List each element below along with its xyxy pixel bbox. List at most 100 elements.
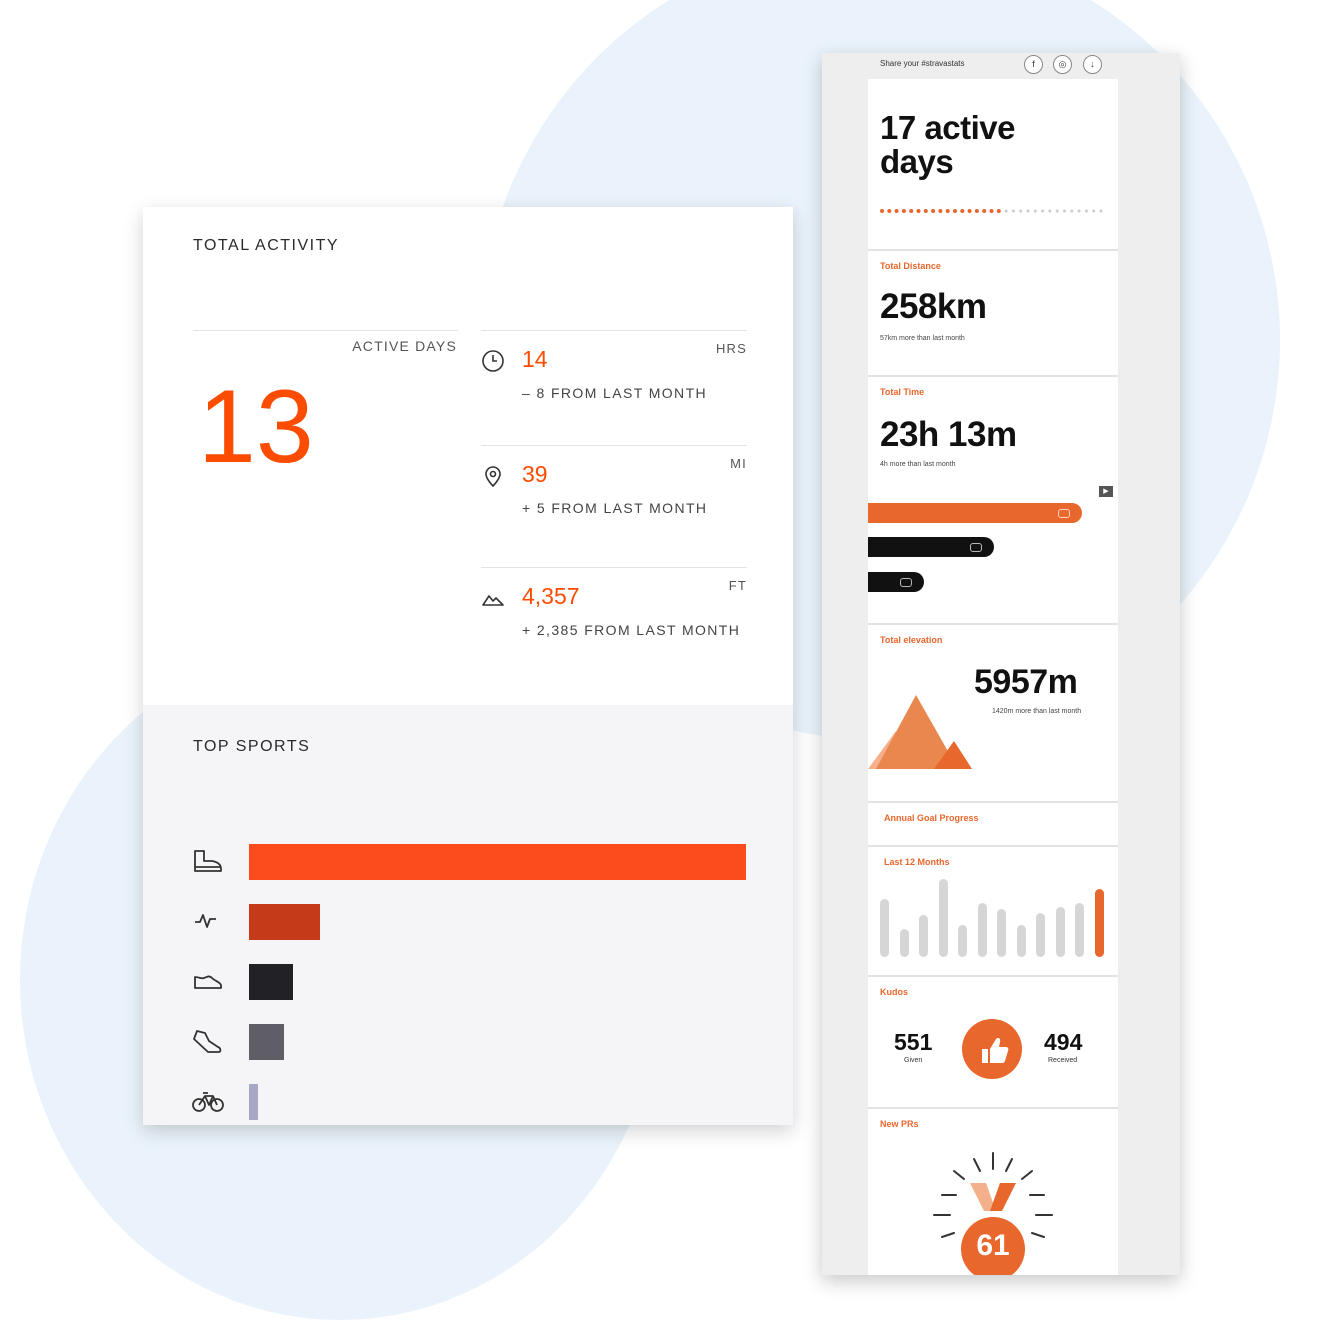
- total-elevation-note: 1420m more than last month: [992, 708, 1082, 715]
- sport-mini-icon: [900, 578, 912, 587]
- stat-distance: MI 39 + 5 FROM LAST MONTH: [481, 445, 747, 556]
- stat-unit: HRS: [715, 341, 747, 356]
- new-prs-label: New PRs: [880, 1119, 919, 1129]
- shoe-icon: [194, 975, 222, 989]
- new-prs-value: 61: [976, 1229, 1010, 1262]
- total-distance-label: Total Distance: [880, 261, 941, 271]
- bicycle-icon: [192, 1092, 224, 1112]
- active-day-dot: [887, 209, 892, 213]
- inactive-day-dot: [1070, 209, 1074, 213]
- medal-icon: [933, 1152, 1053, 1275]
- inactive-day-dot: [1063, 209, 1066, 213]
- time-bar: [868, 537, 994, 557]
- sport-mini-icon: [1058, 509, 1070, 518]
- inactive-day-dot: [1099, 209, 1103, 213]
- active-day-dot: [916, 209, 921, 213]
- last-12-months-panel: Last 12 Months: [868, 847, 1118, 977]
- month-bar: [997, 909, 1006, 957]
- month-bar: [1094, 889, 1104, 957]
- inactive-day-dot: [1048, 209, 1052, 213]
- stat-unit: MI: [730, 456, 747, 471]
- share-text: Share your #stravastats: [880, 59, 965, 68]
- inactive-day-dot: [1041, 209, 1045, 213]
- divider: [193, 330, 458, 331]
- active-day-dot: [996, 209, 1001, 213]
- total-elevation-label: Total elevation: [880, 635, 943, 645]
- active-day-dot: [945, 209, 950, 213]
- hiking-boot-icon: [194, 850, 222, 872]
- last-12-months-label: Last 12 Months: [884, 857, 950, 867]
- stat-delta: + 5 FROM LAST MONTH: [522, 500, 708, 516]
- sport-mini-icon: [970, 543, 982, 552]
- kudos-received-label: Received: [1048, 1057, 1078, 1064]
- total-elevation-panel: Total elevation 5957m 1420m more than la…: [868, 625, 1118, 803]
- kudos-label: Kudos: [880, 987, 908, 997]
- download-icon[interactable]: ↓: [1083, 55, 1102, 74]
- inactive-day-dot: [1033, 209, 1037, 213]
- active-day-dot: [880, 209, 884, 213]
- total-elevation-value: 5957m: [974, 663, 1078, 701]
- inactive-day-dot: [1004, 209, 1008, 213]
- active-day-dot: [974, 209, 979, 213]
- inactive-day-dot: [1092, 209, 1096, 213]
- month-bar: [1055, 907, 1065, 957]
- active-days-label: ACTIVE DAYS: [352, 338, 457, 354]
- mountain-icon: [868, 695, 972, 769]
- total-time-note: 4h more than last month: [880, 461, 956, 468]
- monthly-bars-chart: [880, 877, 1106, 957]
- running-shoe-icon: [193, 1030, 222, 1053]
- annual-goal-panel: Annual Goal Progress: [868, 803, 1118, 847]
- active-days-line2: days: [880, 143, 954, 180]
- active-day-dot: [960, 209, 965, 213]
- month-bar: [958, 925, 967, 957]
- time-bar: [868, 503, 1082, 523]
- active-days-dots: [880, 209, 1103, 213]
- active-day-dot: [953, 209, 957, 213]
- total-activity-card: TOTAL ACTIVITY ACTIVE DAYS 13 HRS 14 – 8…: [143, 207, 793, 1125]
- top-sports-section: TOP SPORTS: [143, 705, 793, 1125]
- sport-bar: [249, 904, 320, 940]
- month-bar: [1016, 925, 1026, 957]
- time-bar: [868, 572, 924, 592]
- total-time-label: Total Time: [880, 387, 925, 397]
- total-distance-panel: Total Distance 258km 57km more than last…: [868, 251, 1118, 377]
- active-day-dot: [894, 209, 899, 213]
- sport-bar: [249, 1084, 258, 1120]
- active-day-dot: [901, 209, 906, 213]
- month-bar: [880, 899, 889, 957]
- inactive-day-dot: [1077, 209, 1081, 213]
- strava-stats-card: Share your #stravastats f ◎ ↓ 17 active …: [822, 53, 1180, 1275]
- month-bar: [919, 915, 928, 957]
- active-day-dot: [909, 209, 914, 213]
- total-distance-note: 57km more than last month: [880, 335, 965, 342]
- inactive-day-dot: [1026, 209, 1030, 213]
- active-days-panel: 17 active days: [868, 79, 1118, 251]
- kudos-panel: Kudos 551 Given 494 Received: [868, 977, 1118, 1109]
- stat-value: 39: [522, 461, 548, 487]
- total-time-panel: Total Time 23h 13m 4h more than last mon…: [868, 377, 1118, 625]
- month-bar: [899, 929, 909, 957]
- new-prs-panel: New PRs 61: [868, 1109, 1118, 1275]
- month-bar: [1075, 903, 1084, 957]
- mountain-icon: [482, 595, 504, 606]
- month-bar: [1036, 913, 1045, 957]
- kudos-given-value: 551: [894, 1029, 933, 1055]
- stat-value: 4,357: [522, 583, 580, 609]
- stat-unit: FT: [728, 578, 747, 593]
- kudos-received-value: 494: [1044, 1029, 1083, 1055]
- active-day-dot: [989, 209, 994, 213]
- sport-bar: [249, 1024, 284, 1060]
- total-activity-title: TOTAL ACTIVITY: [193, 237, 340, 254]
- instagram-icon[interactable]: ◎: [1053, 55, 1072, 74]
- active-day-dot: [938, 209, 943, 213]
- inactive-day-dot: [1019, 209, 1023, 213]
- location-pin-icon: [485, 466, 501, 488]
- active-day-dot: [931, 209, 936, 213]
- play-icon[interactable]: ▶: [1099, 486, 1113, 497]
- stat-value: 14: [522, 346, 548, 372]
- sport-bar: [249, 844, 746, 880]
- month-bar: [977, 903, 987, 957]
- clock-icon: [482, 350, 504, 372]
- facebook-icon[interactable]: f: [1024, 55, 1043, 74]
- inactive-day-dot: [1055, 209, 1059, 213]
